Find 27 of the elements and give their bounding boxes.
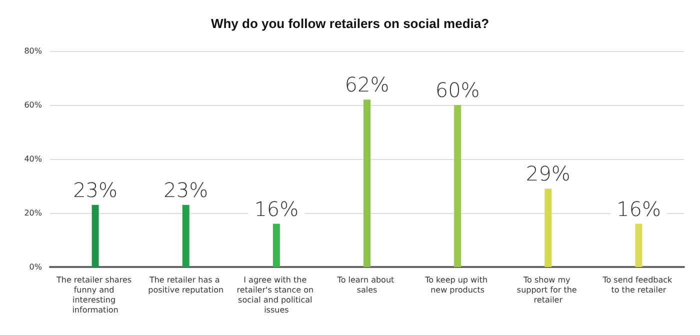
x-tick-label: To show my support for the retailer <box>516 276 580 304</box>
x-tick-label: I agree with the retailer's stance on social and political issues <box>236 276 316 314</box>
chart-title: Why do you follow retailers on social media? <box>210 16 490 31</box>
bar <box>364 100 370 267</box>
data-label: 29% <box>526 162 570 186</box>
data-label: 23% <box>73 178 118 202</box>
x-tick-label: The retailer shares funny and interesting information <box>55 276 134 314</box>
y-tick-label: 40% <box>24 154 42 164</box>
bar <box>544 188 552 267</box>
x-tick-label: To send feedback to the retailer <box>602 276 675 294</box>
data-label: 16% <box>616 196 661 221</box>
y-tick-label: 80% <box>24 46 42 56</box>
x-tick-label: To keep up with new products <box>424 276 490 294</box>
data-label: 16% <box>254 196 299 221</box>
y-tick-label: 20% <box>24 208 42 218</box>
data-label: 60% <box>435 78 480 102</box>
bar <box>182 204 190 267</box>
bar <box>454 105 462 267</box>
x-tick-label: To learn about sales <box>336 276 397 294</box>
data-label: 23% <box>164 178 208 202</box>
y-tick-label: 0% <box>29 262 42 272</box>
bar <box>635 224 642 267</box>
data-label: 62% <box>344 72 390 97</box>
x-tick-label: The retailer has a positive reputation <box>148 276 224 294</box>
bar <box>92 204 99 267</box>
bar <box>272 224 280 267</box>
y-tick-label: 60% <box>24 100 42 110</box>
